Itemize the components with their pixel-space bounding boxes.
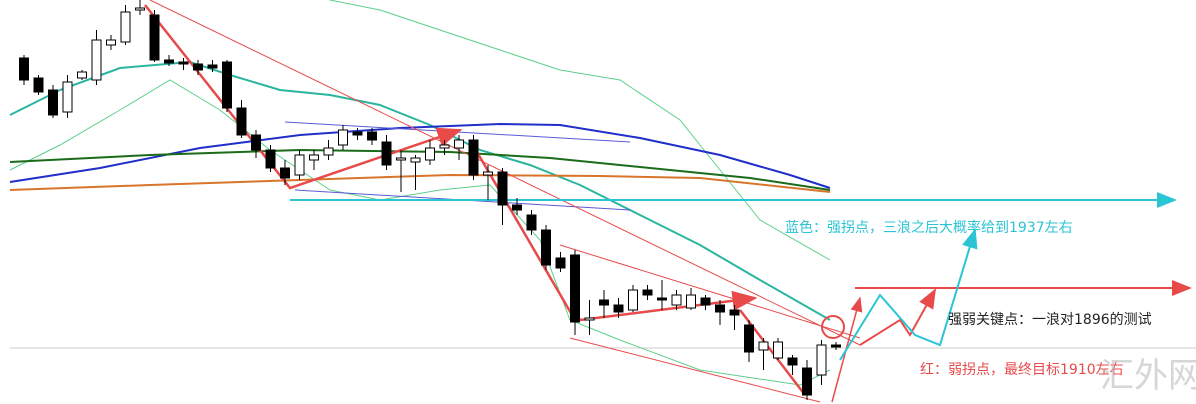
- candle-body: [251, 134, 261, 151]
- candle-body: [280, 167, 290, 179]
- candle-body: [729, 309, 740, 316]
- candle-body: [555, 257, 566, 269]
- candle-body: [671, 294, 682, 306]
- candle-body: [207, 64, 218, 69]
- candle-body: [816, 344, 827, 376]
- candle-body: [149, 14, 160, 61]
- candle-body: [831, 344, 841, 348]
- candle-body: [497, 171, 508, 206]
- candle-body: [396, 157, 406, 161]
- candle-body: [526, 214, 537, 231]
- candle-body: [338, 129, 348, 146]
- candle-body: [48, 89, 58, 116]
- candle-body: [106, 39, 116, 46]
- annotation: 蓝色：强拐点，三浪之后大概率给到1937左右: [785, 219, 1073, 236]
- candle-body: [309, 154, 319, 161]
- candle-body: [425, 147, 435, 161]
- candle-body: [294, 154, 305, 176]
- candle-body: [570, 254, 580, 323]
- candle-body: [381, 141, 392, 166]
- candle-body: [744, 324, 754, 353]
- candle-body: [584, 317, 595, 321]
- candle-body: [773, 341, 783, 359]
- candle-body: [541, 229, 551, 266]
- candle-body: [222, 61, 232, 109]
- annotation: 强弱关键点：一浪对1896的测试: [948, 312, 1152, 328]
- candle-body: [91, 39, 102, 81]
- candle-body: [454, 139, 464, 149]
- candle-body: [642, 289, 653, 296]
- candle-body: [715, 304, 725, 313]
- candle-body: [512, 204, 522, 211]
- candle-body: [323, 147, 334, 156]
- candle-body: [367, 131, 377, 141]
- annotation: 红：弱拐点，最终目标1910左右: [920, 362, 1124, 378]
- candle-body: [236, 107, 247, 136]
- candle-body: [613, 304, 624, 313]
- candle-body: [686, 294, 696, 309]
- candle-body: [787, 357, 798, 366]
- candle-body: [758, 341, 769, 351]
- candle-body: [33, 77, 44, 93]
- candle-body: [164, 59, 174, 64]
- candle-body: [77, 71, 87, 79]
- candle-body: [657, 297, 667, 301]
- candle-body: [19, 57, 29, 81]
- candle-body: [700, 297, 711, 306]
- candle-body: [178, 61, 189, 65]
- candle-body: [802, 367, 812, 396]
- candle-body: [193, 63, 203, 71]
- indicators: [9, 0, 1196, 403]
- candle-body: [468, 139, 479, 176]
- candles: [19, 0, 841, 400]
- candle-body: [120, 11, 131, 43]
- candle-body: [265, 149, 276, 169]
- candle-body: [599, 299, 609, 306]
- candle-body: [62, 81, 73, 113]
- candle-body: [628, 289, 638, 311]
- candle-body: [439, 144, 450, 149]
- candle-body: [352, 131, 363, 136]
- candle-body: [135, 7, 145, 11]
- candle-body: [410, 157, 421, 163]
- watermark: 汇外网: [1100, 356, 1196, 396]
- candle-body: [483, 171, 493, 176]
